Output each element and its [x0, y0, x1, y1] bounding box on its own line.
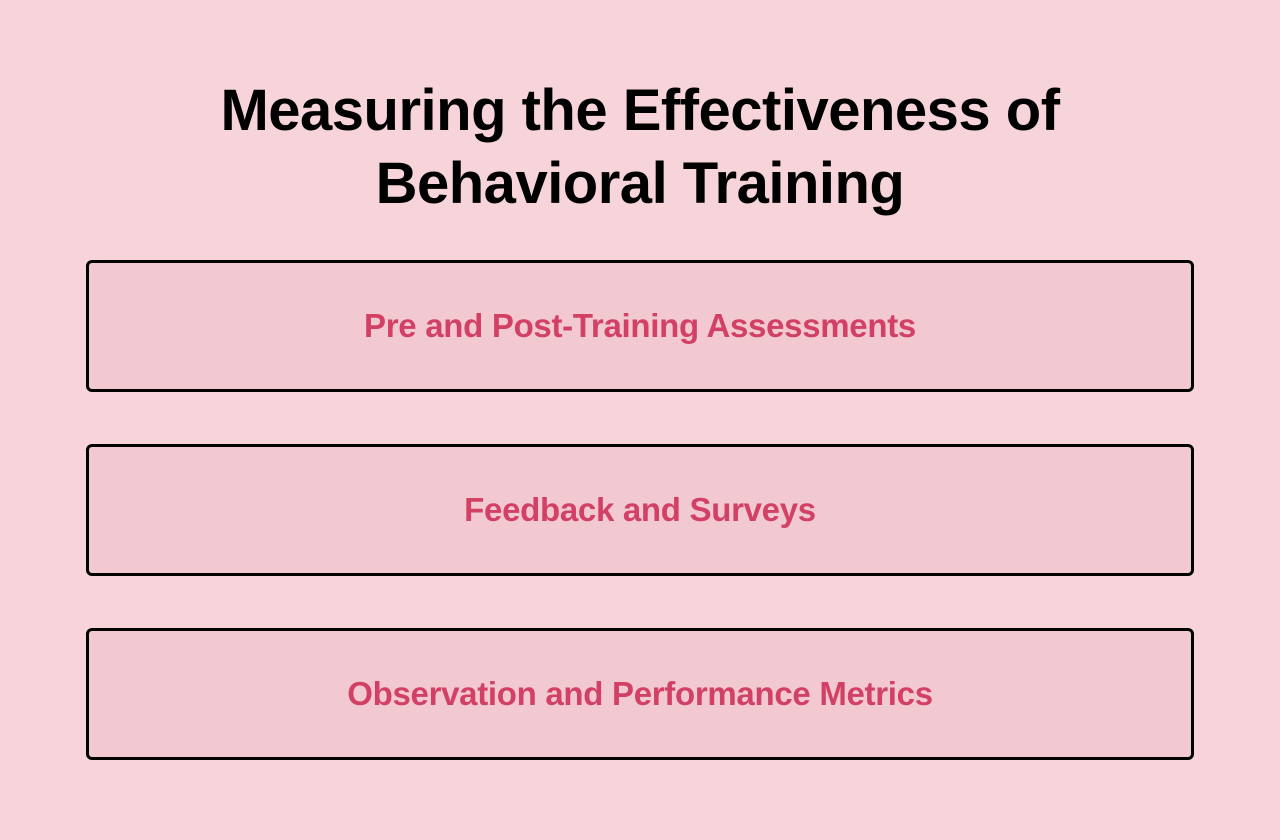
card-label: Pre and Post-Training Assessments	[109, 307, 1171, 345]
page-title: Measuring the Effectiveness of Behaviora…	[140, 75, 1140, 220]
card-label: Observation and Performance Metrics	[109, 675, 1171, 713]
card-feedback: Feedback and Surveys	[86, 444, 1194, 576]
card-assessments: Pre and Post-Training Assessments	[86, 260, 1194, 392]
card-label: Feedback and Surveys	[109, 491, 1171, 529]
card-observation: Observation and Performance Metrics	[86, 628, 1194, 760]
